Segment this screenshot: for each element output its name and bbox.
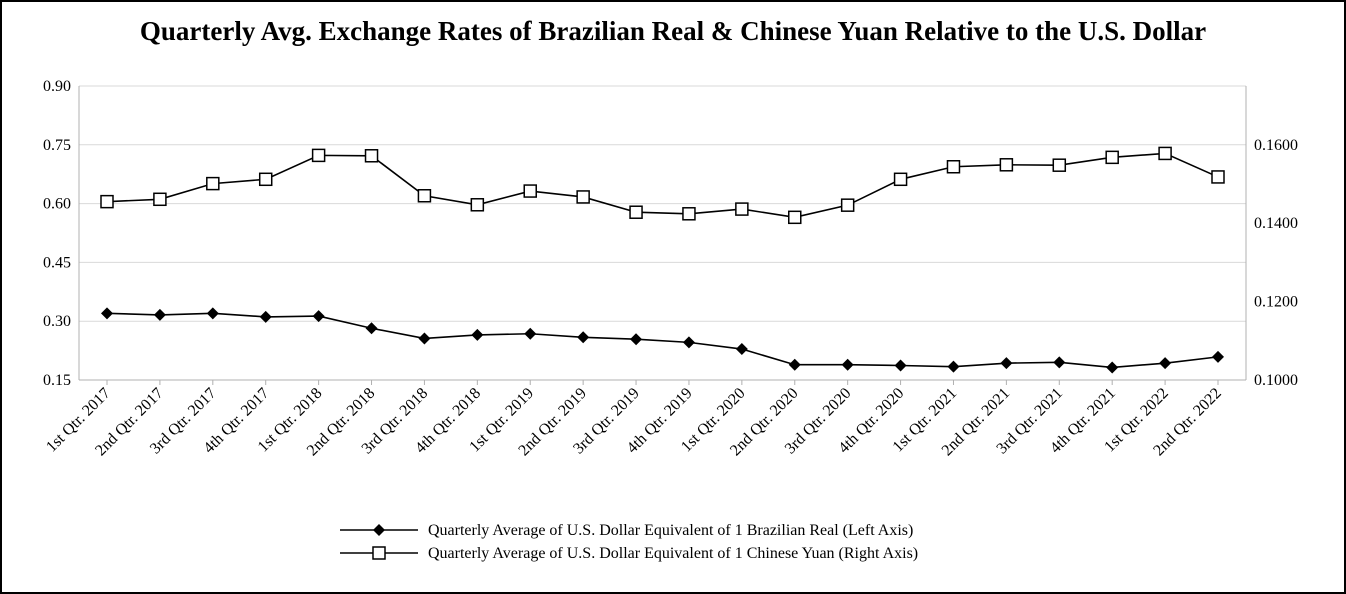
real-series-line <box>106 312 1219 369</box>
legend-label: Quarterly Average of U.S. Dollar Equival… <box>428 522 913 539</box>
yuan-data-point <box>893 172 908 187</box>
y-right-tick-label: 0.1400 <box>1254 215 1298 232</box>
real-data-point <box>682 336 695 349</box>
yuan-data-point <box>258 172 273 187</box>
yuan-data-point <box>735 202 749 216</box>
real-data-point <box>947 360 960 373</box>
yuan-data-point <box>629 205 643 219</box>
yuan-data-point <box>364 149 379 163</box>
yuan-data-point <box>1158 146 1172 161</box>
real-data-point <box>206 307 219 320</box>
real-data-point <box>365 322 378 335</box>
real-data-point <box>259 310 272 323</box>
yuan-data-point <box>1052 158 1067 172</box>
y-left-tick-label: 0.90 <box>43 78 71 95</box>
yuan-data-point <box>153 192 167 207</box>
yuan-data-point <box>682 207 696 221</box>
y-right-tick-label: 0.1200 <box>1254 294 1298 311</box>
yuan-data-point <box>311 148 326 163</box>
legend-marker-square <box>372 546 386 560</box>
real-data-point <box>101 307 113 320</box>
yuan-data-point <box>999 158 1014 172</box>
y-left-tick-label: 0.45 <box>43 254 71 271</box>
yuan-data-point <box>576 190 590 204</box>
real-data-point <box>788 358 801 371</box>
real-data-point <box>1212 350 1224 363</box>
real-data-point <box>524 327 537 340</box>
real-data-point <box>1000 357 1013 370</box>
yuan-data-point <box>840 198 855 212</box>
yuan-data-point <box>417 189 432 203</box>
real-data-point <box>1106 361 1119 374</box>
y-left-tick-label: 0.60 <box>43 196 71 213</box>
real-data-point <box>630 333 643 346</box>
yuan-data-point <box>206 176 220 191</box>
y-right-tick-label: 0.1000 <box>1254 372 1298 389</box>
yuan-data-point <box>470 198 485 212</box>
real-data-point <box>894 359 907 372</box>
y-right-tick-label: 0.1600 <box>1254 137 1298 154</box>
yuan-data-point <box>1211 170 1225 184</box>
real-data-point <box>471 328 484 341</box>
y-left-tick-label: 0.30 <box>43 313 71 330</box>
y-left-tick-label: 0.15 <box>43 372 71 389</box>
real-data-point <box>735 343 748 356</box>
yuan-data-point <box>1105 150 1119 165</box>
real-data-point <box>312 310 325 323</box>
legend-label: Quarterly Average of U.S. Dollar Equival… <box>428 545 918 562</box>
real-data-point <box>1053 356 1066 369</box>
legend-marker-diamond <box>373 524 385 536</box>
real-data-point <box>153 308 166 321</box>
y-left-tick-label: 0.75 <box>43 137 71 154</box>
yuan-data-point <box>946 160 961 174</box>
chart-title: Quarterly Avg. Exchange Rates of Brazili… <box>139 16 1207 46</box>
real-data-point <box>841 358 854 371</box>
real-data-point <box>1159 357 1172 370</box>
yuan-data-point <box>788 210 802 225</box>
real-data-point <box>418 332 431 345</box>
yuan-data-point <box>523 184 537 198</box>
yuan-data-point <box>100 194 114 209</box>
yuan-series-line <box>106 152 1219 219</box>
real-data-point <box>577 331 590 344</box>
